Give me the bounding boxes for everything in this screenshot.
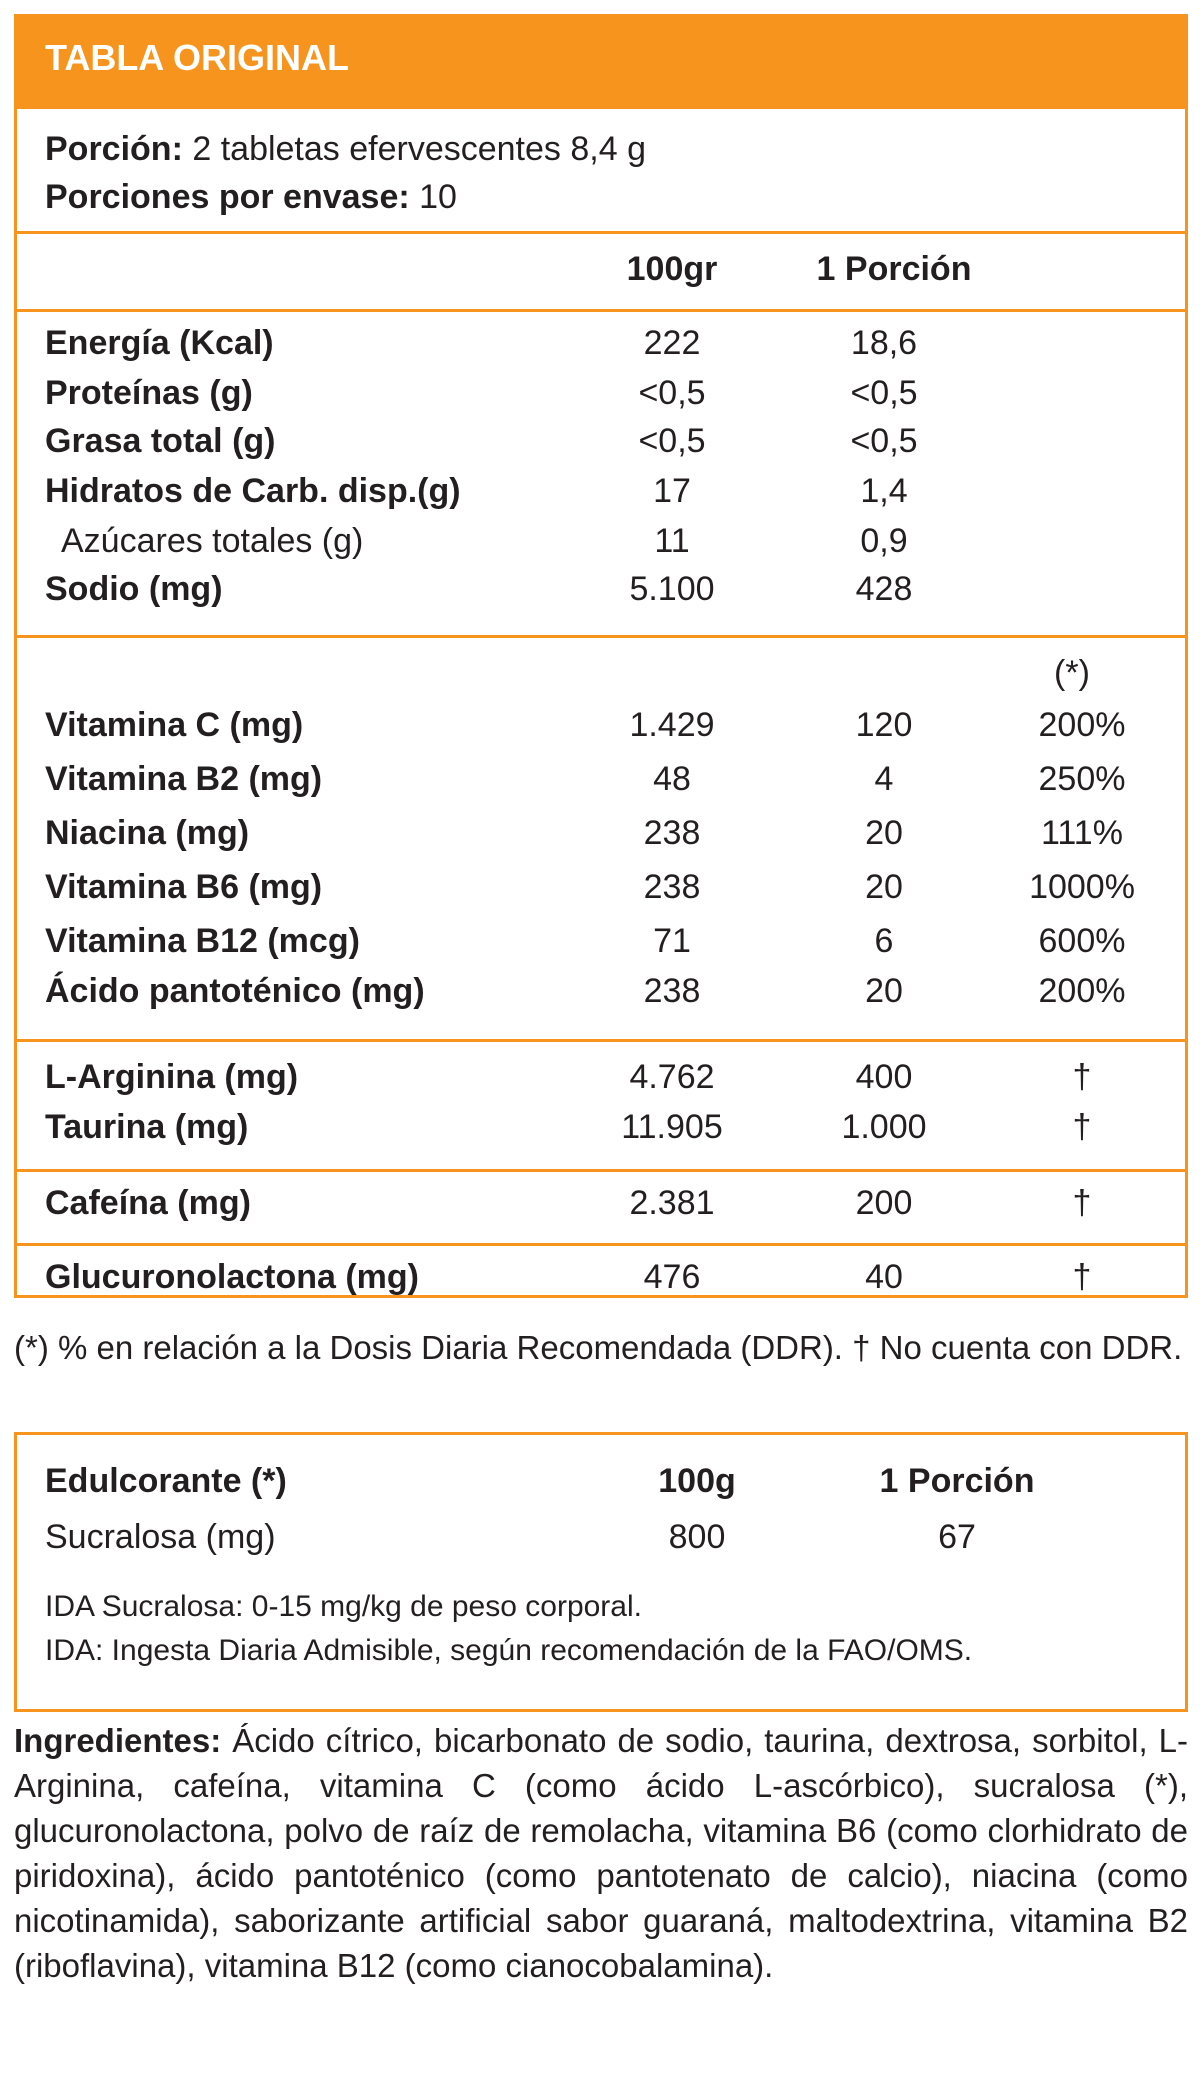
value-portion: 20 (865, 972, 903, 1010)
portion-line: Porción: 2 tabletas efervescentes 8,4 g (45, 129, 646, 169)
sweetener-100g-header: 100g (658, 1462, 736, 1500)
value-100g: 5.100 (629, 570, 715, 608)
value-100g: 238 (643, 814, 701, 852)
ingredients-text: Ácido cítrico, bicarbonato de sodio, tau… (14, 1722, 1188, 1984)
value-ddr: 200% (1038, 972, 1126, 1010)
portions-per-pack-value: 10 (409, 178, 457, 216)
value-portion: 20 (865, 868, 903, 906)
row-label: Hidratos de Carb. disp.(g) (45, 472, 461, 510)
value-100g: 222 (643, 324, 701, 362)
row-label: Vitamina B6 (mg) (45, 868, 323, 906)
row-label: Grasa total (g) (45, 422, 276, 460)
portion-label: Porción: (45, 130, 183, 168)
value-100g: 476 (643, 1258, 701, 1296)
value-100g: 238 (643, 972, 701, 1010)
value-ddr: 1000% (1029, 868, 1135, 906)
value-portion: 120 (855, 706, 913, 744)
ddr-header: (*) (1054, 654, 1090, 692)
sweetener-portion-value: 67 (938, 1518, 976, 1556)
sweetener-title: Edulcorante (*) (45, 1462, 287, 1500)
sweetener-note-2: IDA: Ingesta Diaria Admisible, según rec… (45, 1634, 973, 1667)
ddr-footnote: (*) % en relación a la Dosis Diaria Reco… (14, 1329, 1183, 1366)
row-label: Azúcares totales (g) (61, 522, 364, 560)
divider (17, 1039, 1185, 1042)
value-portion: 1.000 (841, 1108, 927, 1146)
value-portion: 6 (874, 922, 894, 960)
value-portion: 0,9 (860, 522, 908, 560)
row-label: Niacina (mg) (45, 814, 250, 852)
divider (17, 1169, 1185, 1172)
sweetener-100g-value: 800 (668, 1518, 726, 1556)
nutrition-table: TABLA ORIGINAL Porción: 2 tabletas eferv… (14, 14, 1188, 1298)
value-100g: 48 (653, 760, 691, 798)
sweetener-table: Edulcorante (*) 100g 1 Porción Sucralosa… (14, 1432, 1188, 1712)
value-ddr: 200% (1038, 706, 1126, 744)
divider (17, 309, 1185, 312)
row-label: Glucuronolactona (mg) (45, 1258, 419, 1296)
value-portion: 40 (865, 1258, 903, 1296)
value-portion: 18,6 (850, 324, 918, 362)
row-label: Vitamina B2 (mg) (45, 760, 323, 798)
value-portion: <0,5 (850, 422, 918, 460)
sweetener-row-label: Sucralosa (mg) (45, 1518, 276, 1556)
value-100g: 71 (653, 922, 691, 960)
sweetener-note-1: IDA Sucralosa: 0-15 mg/kg de peso corpor… (45, 1590, 642, 1623)
portions-per-pack-line: Porciones por envase: 10 (45, 177, 457, 217)
value-ddr: 600% (1038, 922, 1126, 960)
value-ddr: † (1072, 1258, 1092, 1296)
value-100g: 11.905 (621, 1108, 723, 1146)
ingredients-paragraph: Ingredientes: Ácido cítrico, bicarbonato… (14, 1718, 1188, 1988)
value-100g: 4.762 (629, 1058, 715, 1096)
row-label: Cafeína (mg) (45, 1184, 251, 1222)
divider (17, 231, 1185, 234)
column-portion-header: 1 Porción (816, 250, 972, 288)
value-portion: 20 (865, 814, 903, 852)
row-label: L-Arginina (mg) (45, 1058, 299, 1096)
column-100g-header: 100gr (626, 250, 718, 288)
row-label: Vitamina C (mg) (45, 706, 304, 744)
ingredients-label: Ingredientes: (14, 1722, 222, 1759)
table-title: TABLA ORIGINAL (45, 37, 349, 78)
value-portion: 4 (874, 760, 894, 798)
value-100g: 1.429 (629, 706, 715, 744)
value-portion: <0,5 (850, 374, 918, 412)
divider (17, 1243, 1185, 1246)
value-100g: 11 (654, 522, 690, 560)
value-ddr: 250% (1038, 760, 1126, 798)
value-ddr: † (1072, 1058, 1092, 1096)
value-ddr: 111% (1041, 814, 1123, 852)
sweetener-portion-header: 1 Porción (879, 1462, 1035, 1500)
divider (17, 635, 1185, 638)
row-label: Proteínas (g) (45, 374, 253, 412)
row-label: Sodio (mg) (45, 570, 223, 608)
value-100g: <0,5 (638, 374, 706, 412)
value-portion: 1,4 (860, 472, 908, 510)
value-100g: 2.381 (629, 1184, 715, 1222)
portions-per-pack-label: Porciones por envase: (45, 178, 410, 216)
value-portion: 428 (855, 570, 913, 608)
value-100g: 17 (653, 472, 691, 510)
value-ddr: † (1072, 1184, 1092, 1222)
value-100g: <0,5 (638, 422, 706, 460)
row-label: Energía (Kcal) (45, 324, 274, 362)
row-label: Taurina (mg) (45, 1108, 249, 1146)
table-header: TABLA ORIGINAL (17, 17, 1185, 109)
row-label: Ácido pantoténico (mg) (45, 972, 425, 1010)
value-100g: 238 (643, 868, 701, 906)
portion-value: 2 tabletas efervescentes 8,4 g (182, 130, 646, 168)
row-label: Vitamina B12 (mcg) (45, 922, 360, 960)
value-portion: 200 (855, 1184, 913, 1222)
value-portion: 400 (855, 1058, 913, 1096)
value-ddr: † (1072, 1108, 1092, 1146)
